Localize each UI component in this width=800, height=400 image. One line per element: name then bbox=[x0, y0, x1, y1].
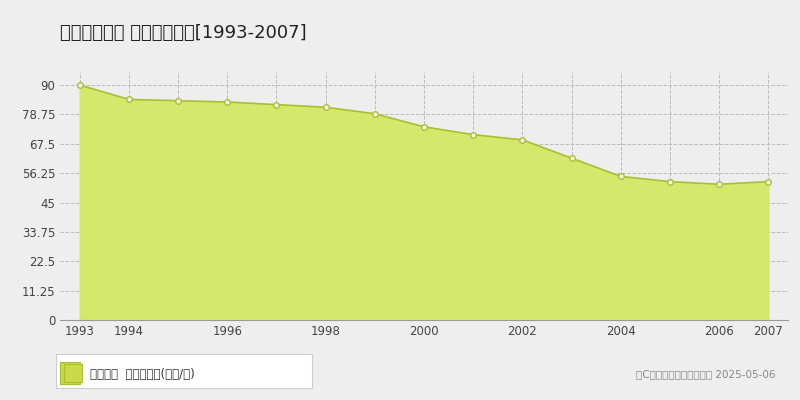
Text: 公示地価  平均坪単価(万円/坪): 公示地価 平均坪単価(万円/坪) bbox=[90, 368, 195, 380]
Text: 門真市下島頭 公示地価推移[1993-2007]: 門真市下島頭 公示地価推移[1993-2007] bbox=[60, 24, 306, 42]
Text: （C）土地価格ドットコム 2025-05-06: （C）土地価格ドットコム 2025-05-06 bbox=[637, 369, 776, 379]
